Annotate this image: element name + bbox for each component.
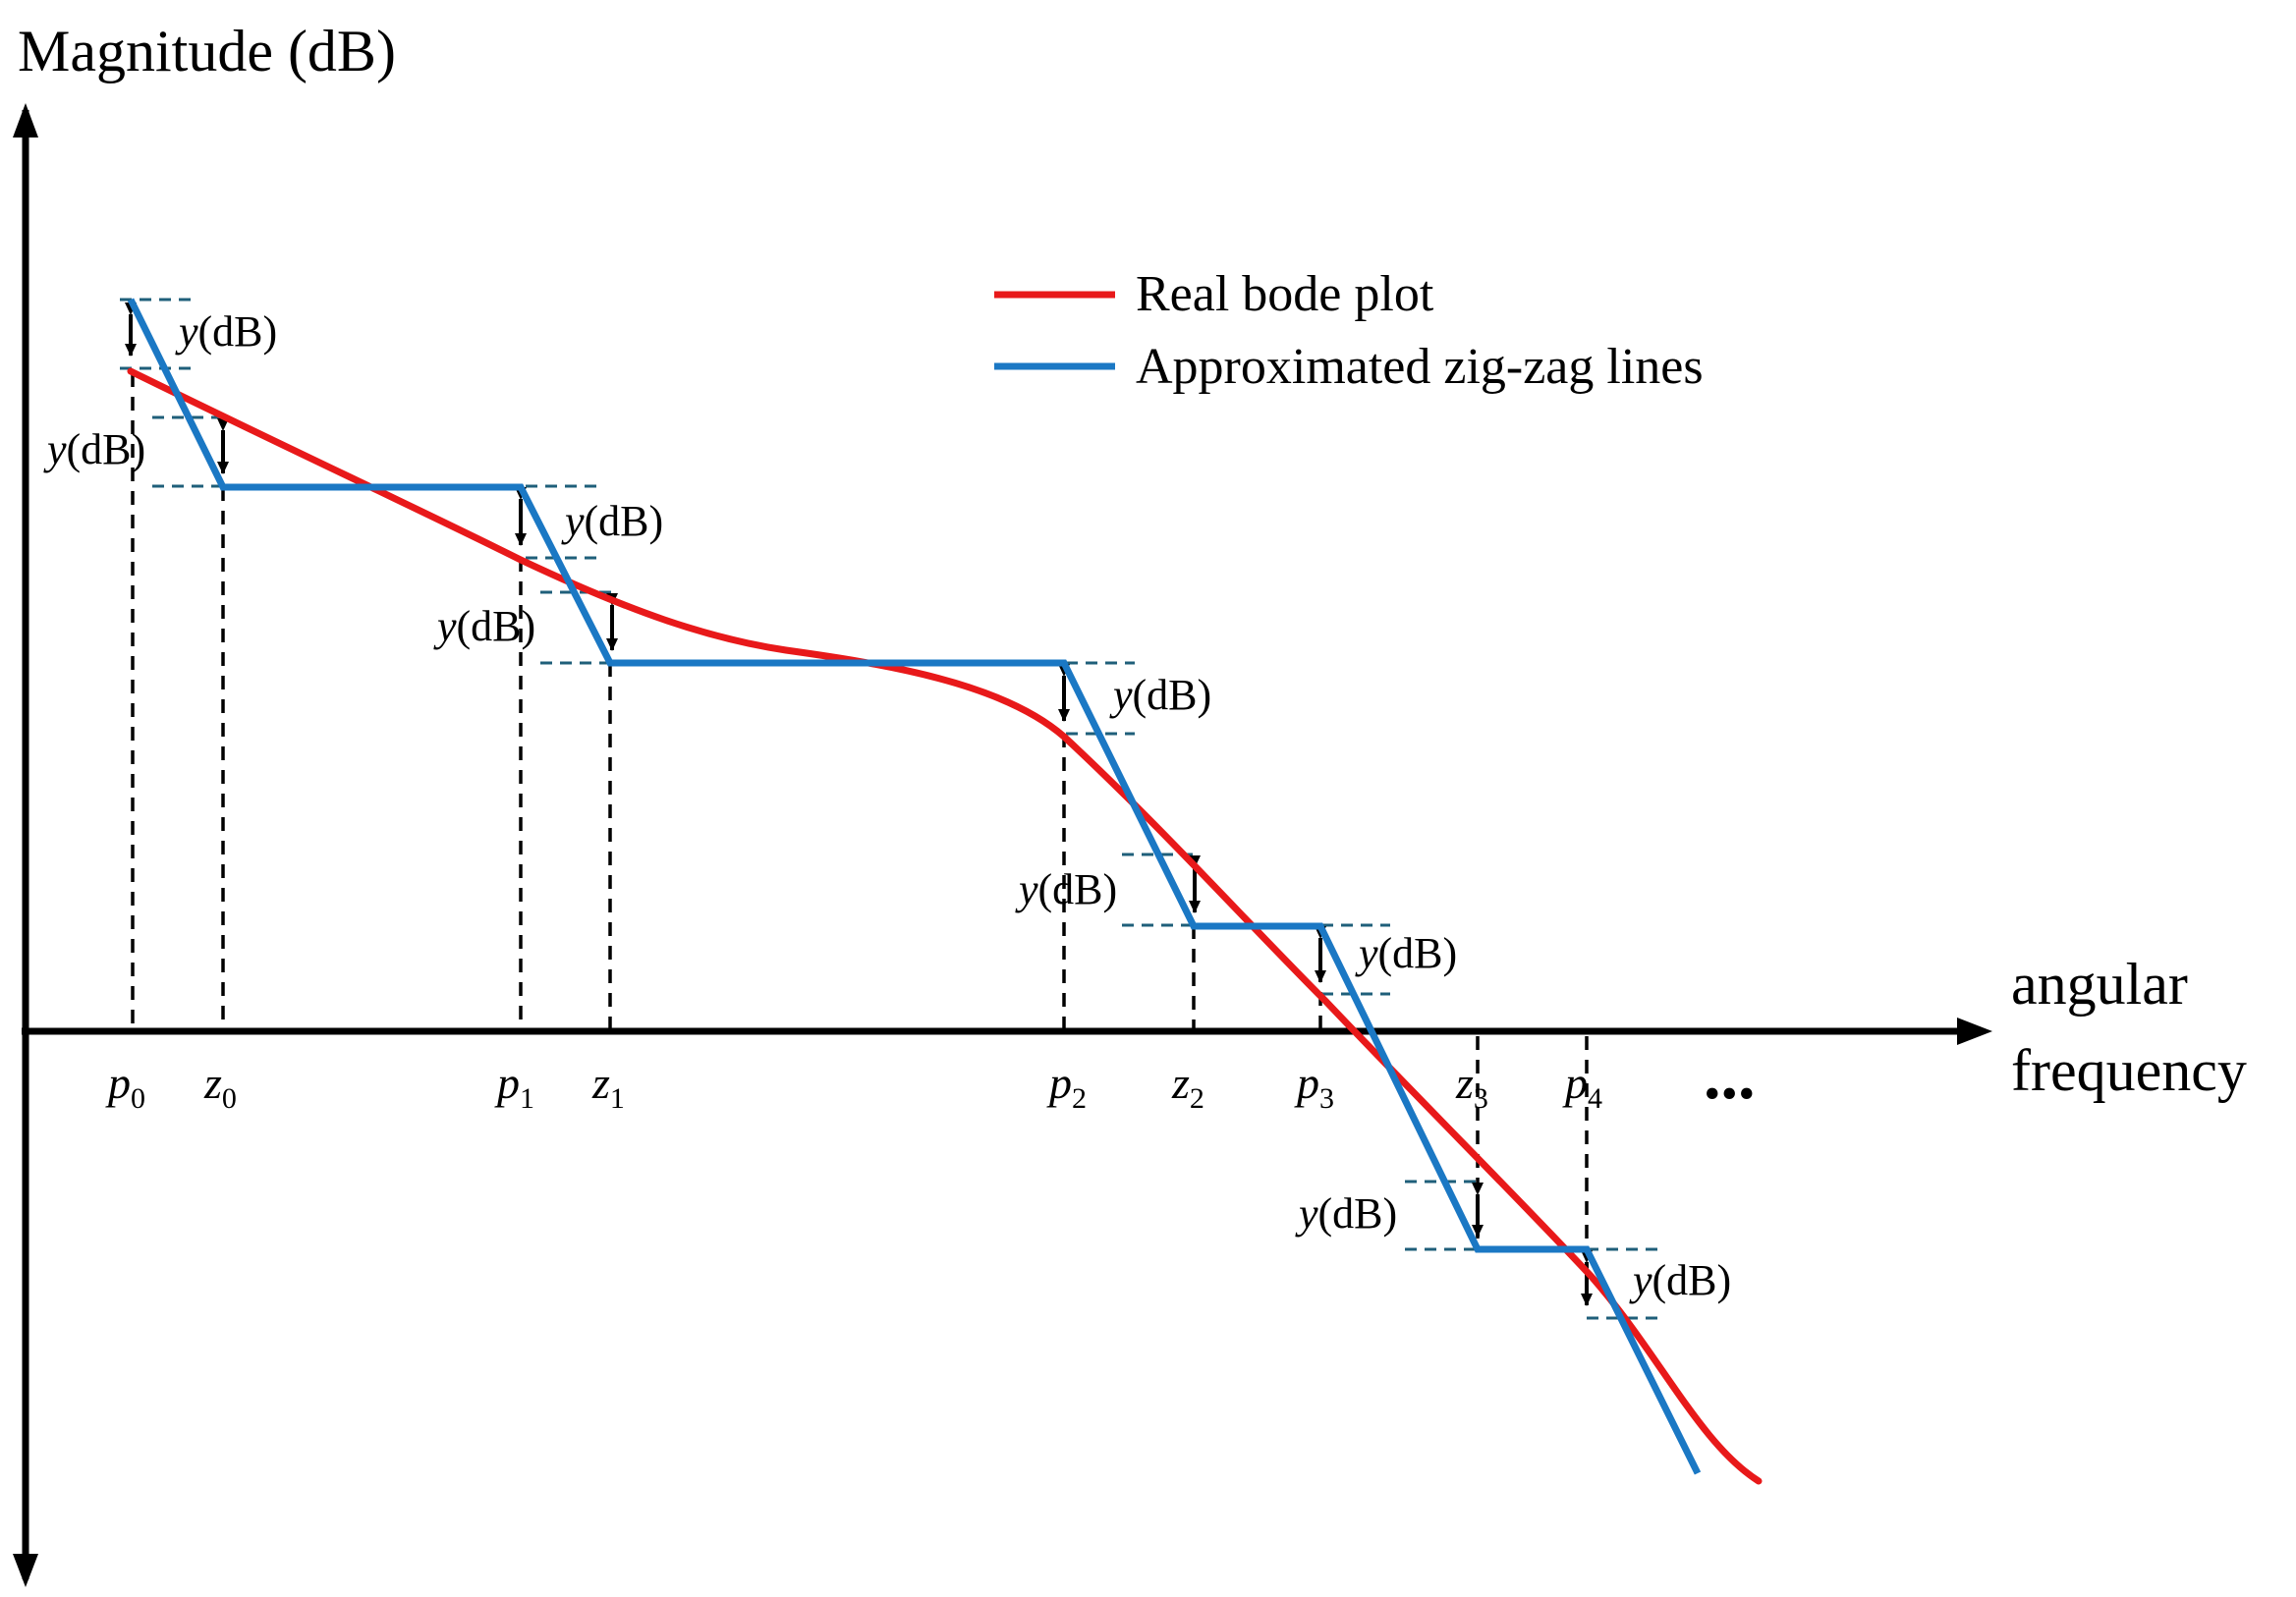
freq-label-z2: z2 (1171, 1058, 1204, 1115)
step-label-p1: y(dB) (561, 497, 663, 545)
step-arrows (125, 303, 1593, 1306)
legend: Real bode plot Approximated zig-zag line… (994, 266, 1704, 395)
legend-label-real: Real bode plot (1136, 266, 1434, 322)
step-label-p3: y(dB) (1355, 929, 1457, 977)
step-label-z2: y(dB) (1015, 865, 1117, 913)
step-label-z3: y(dB) (1295, 1189, 1397, 1238)
freq-label-p0: p0 (105, 1058, 145, 1115)
real-bode-plot-curve (127, 367, 1763, 1485)
continuation-ellipsis: ... (1704, 1038, 1756, 1114)
freq-label-p4: p4 (1562, 1058, 1602, 1115)
x-axis-title-line1: angular (2011, 952, 2188, 1017)
y-axis-title: Magnitude (dB) (18, 19, 396, 83)
freq-label-z3: z3 (1455, 1058, 1488, 1115)
step-label-p4: y(dB) (1629, 1256, 1731, 1304)
step-label-p2: y(dB) (1109, 671, 1211, 719)
drop-lines (131, 373, 1589, 1249)
freq-label-p1: p1 (494, 1058, 534, 1115)
frequency-labels: p0 z0 p1 z1 p2 z2 p3 z3 p4 (105, 1058, 1602, 1115)
freq-label-z0: z0 (203, 1058, 237, 1115)
approx-zigzag-line (127, 298, 1702, 1475)
level-guides (120, 298, 1660, 1320)
step-label-z1: y(dB) (433, 602, 535, 650)
step-labels: y(dB) y(dB) y(dB) y(dB) y(dB) y(dB) y(dB… (43, 307, 1731, 1304)
y-axis-arrow-bottom (13, 1554, 38, 1587)
x-axis-arrow (1957, 1018, 1992, 1045)
axes (13, 103, 1992, 1587)
x-axis-title-line2: frequency (2011, 1038, 2247, 1103)
step-label-p0: y(dB) (175, 307, 277, 356)
freq-label-p3: p3 (1294, 1058, 1334, 1115)
y-axis-arrow-top (13, 103, 38, 138)
step-label-z0: y(dB) (43, 425, 145, 473)
freq-label-z1: z1 (591, 1058, 625, 1115)
freq-label-p2: p2 (1046, 1058, 1087, 1115)
legend-label-approx: Approximated zig-zag lines (1136, 339, 1704, 395)
